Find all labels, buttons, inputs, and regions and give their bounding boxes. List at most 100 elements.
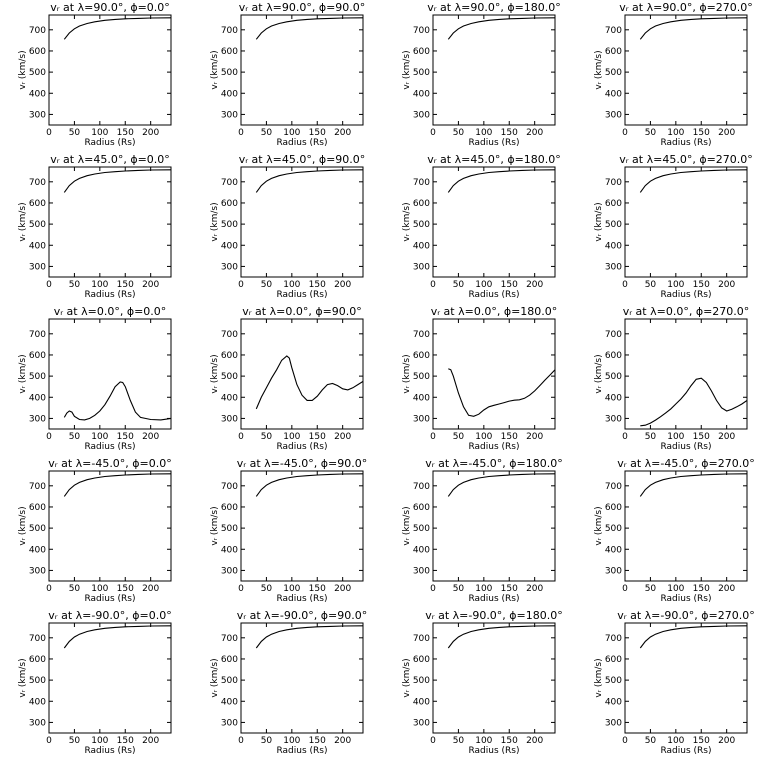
series-line [255,169,364,193]
y-tick-label: 700 [221,330,238,340]
x-tick-label: 100 [667,280,684,290]
series-line [255,355,364,410]
x-tick-label: 0 [430,736,436,746]
x-tick-label: 0 [46,736,52,746]
y-tick-label: 500 [413,220,430,230]
plot-frame [432,318,556,430]
y-tick-label: 600 [29,47,46,57]
panel: vᵣ at λ=0.0°, ϕ=0.0° 0 50 100 150 200 300 400 50… [18,305,172,452]
y-tick-label: 500 [413,524,430,534]
x-tick-label: 50 [645,736,657,746]
x-tick-label: 150 [501,432,518,442]
y-tick-label: 600 [605,199,622,209]
y-tick-label: 700 [605,178,622,188]
x-tick-label: 50 [261,128,273,138]
y-tick-label: 500 [413,68,430,78]
series-line [447,169,556,193]
x-tick-label: 50 [453,432,465,442]
x-axis-label: Radius (Rs) [84,290,135,300]
x-tick-label: 150 [693,432,710,442]
y-tick-label: 700 [221,634,238,644]
y-tick-label: 700 [29,634,46,644]
panel-title: vᵣ at λ=90.0°, ϕ=270.0° [619,1,753,14]
x-tick-label: 200 [718,736,735,746]
panel: vᵣ at λ=45.0°, ϕ=90.0° 0 50 100 150 200 300 400… [210,153,365,300]
y-tick-label: 300 [29,110,46,120]
plot-frame [48,318,172,430]
y-tick-label: 500 [605,524,622,534]
series-line [255,17,364,40]
x-tick-label: 100 [667,432,684,442]
x-tick-label: 200 [526,584,543,594]
x-tick-label: 100 [475,432,492,442]
panel-title: vᵣ at λ=-45.0°, ϕ=90.0° [237,457,368,470]
panel-title: vᵣ at λ=0.0°, ϕ=90.0° [242,305,362,318]
x-tick-label: 150 [693,736,710,746]
panel: vᵣ at λ=45.0°, ϕ=270.0° 0 50 100 150 200 300 40… [594,153,753,300]
x-tick-label: 50 [69,432,81,442]
plot-frame [624,470,748,582]
x-tick-label: 100 [91,128,108,138]
x-tick-label: 0 [622,584,628,594]
y-tick-label: 600 [29,199,46,209]
y-tick-label: 700 [413,482,430,492]
x-tick-label: 200 [334,280,351,290]
x-tick-label: 0 [622,280,628,290]
x-tick-label: 50 [261,584,273,594]
y-axis-label: vᵣ (km/s) [210,50,220,89]
plot-frame [240,14,364,126]
x-tick-label: 0 [238,128,244,138]
x-tick-label: 50 [453,584,465,594]
y-tick-label: 600 [605,351,622,361]
x-tick-label: 200 [718,280,735,290]
y-tick-label: 600 [29,351,46,361]
plot-frame [624,622,748,734]
y-tick-label: 700 [29,26,46,36]
plot-frame [48,470,172,582]
panel-title: vᵣ at λ=45.0°, ϕ=180.0° [427,153,561,166]
y-tick-label: 700 [413,26,430,36]
x-tick-label: 0 [238,736,244,746]
y-tick-label: 400 [29,545,46,555]
panel-title: vᵣ at λ=90.0°, ϕ=90.0° [239,1,366,14]
y-tick-label: 600 [605,47,622,57]
y-axis-label: vᵣ (km/s) [18,658,28,697]
series-line [63,169,172,193]
x-axis-label: Radius (Rs) [468,746,519,756]
x-tick-label: 0 [238,584,244,594]
x-axis-label: Radius (Rs) [468,594,519,604]
y-tick-label: 700 [605,330,622,340]
y-tick-label: 400 [413,241,430,251]
y-tick-label: 600 [413,655,430,665]
panel-title: vᵣ at λ=0.0°, ϕ=180.0° [431,305,558,318]
y-tick-label: 400 [221,393,238,403]
x-axis-label: Radius (Rs) [276,746,327,756]
y-tick-label: 300 [221,718,238,728]
x-tick-label: 0 [622,736,628,746]
plot-frame [432,470,556,582]
y-tick-label: 300 [605,262,622,272]
y-tick-label: 300 [221,566,238,576]
y-axis-label: vᵣ (km/s) [594,658,604,697]
y-tick-label: 300 [605,566,622,576]
series-line [255,625,364,649]
x-tick-label: 200 [718,584,735,594]
panel: vᵣ at λ=90.0°, ϕ=180.0° 0 50 100 150 200 300 40… [402,1,561,148]
panel-title: vᵣ at λ=-90.0°, ϕ=90.0° [237,609,368,622]
x-tick-label: 150 [309,280,326,290]
series-line [447,625,556,649]
x-axis-label: Radius (Rs) [276,594,327,604]
panel: vᵣ at λ=90.0°, ϕ=90.0° 0 50 100 150 200 300 400… [210,1,365,148]
y-tick-label: 500 [29,220,46,230]
x-tick-label: 50 [261,280,273,290]
y-axis-label: vᵣ (km/s) [402,506,412,545]
x-axis-label: Radius (Rs) [84,594,135,604]
y-tick-label: 300 [605,414,622,424]
plot-frame [240,166,364,278]
y-tick-label: 300 [221,110,238,120]
panel: vᵣ at λ=45.0°, ϕ=0.0° 0 50 100 150 200 300 400 5… [18,153,172,300]
y-tick-label: 500 [221,220,238,230]
y-tick-label: 600 [221,655,238,665]
x-tick-label: 100 [667,736,684,746]
